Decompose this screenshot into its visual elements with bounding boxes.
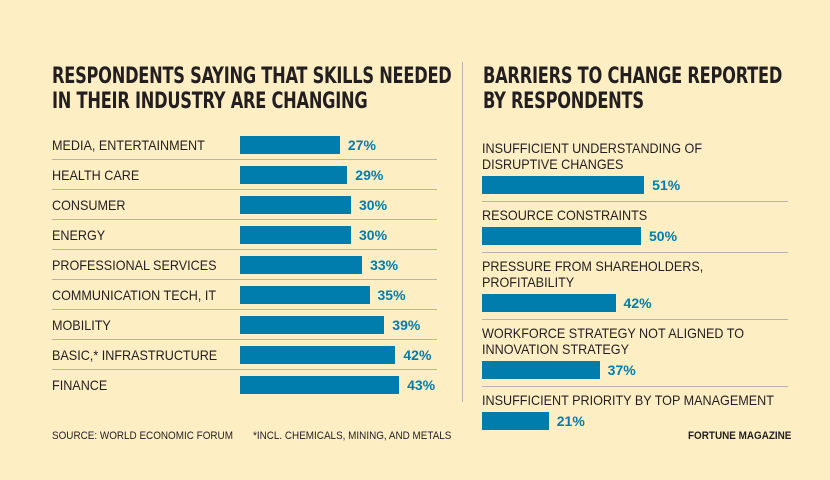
bar-row: HEALTH CARE 29% xyxy=(52,160,437,190)
bar-line: 50% xyxy=(482,227,788,245)
value-label: 42% xyxy=(623,295,652,311)
bar xyxy=(240,165,348,184)
value-label: 39% xyxy=(392,316,421,333)
value-label: 51% xyxy=(652,177,681,193)
bar xyxy=(482,227,641,245)
column-divider xyxy=(462,62,463,402)
bar xyxy=(482,294,616,312)
brand-credit: FORTUNE MAGAZINE xyxy=(688,430,792,442)
bar xyxy=(240,225,351,244)
bar xyxy=(240,285,370,304)
value-label: 42% xyxy=(403,346,432,363)
bar-row: RESOURCE CONSTRAINTS 50% xyxy=(482,202,788,253)
category-label: PROFESSIONAL SERVICES xyxy=(52,256,217,273)
value-label: 29% xyxy=(355,166,384,183)
category-label: RESOURCE CONSTRAINTS xyxy=(482,207,648,223)
bar-row: MEDIA, ENTERTAINMENT 27% xyxy=(52,130,437,160)
bar-row: BASIC,* INFRASTRUCTURE 42% xyxy=(52,340,437,370)
bar xyxy=(240,135,340,154)
industry-skills-chart: MEDIA, ENTERTAINMENT 27% HEALTH CARE 29% CON… xyxy=(52,130,437,400)
category-label: ENERGY xyxy=(52,226,106,243)
category-label: MEDIA, ENTERTAINMENT xyxy=(52,136,205,153)
bar-row: FINANCE 43% xyxy=(52,370,437,400)
category-label: BASIC,* INFRASTRUCTURE xyxy=(52,346,218,363)
bar-row: ENERGY 30% xyxy=(52,220,437,250)
bar xyxy=(240,255,363,274)
bar xyxy=(240,345,396,364)
value-label: 35% xyxy=(377,286,406,303)
value-label: 21% xyxy=(556,413,585,429)
bar-row: CONSUMER 30% xyxy=(52,190,437,220)
category-label: MOBILITY xyxy=(52,316,111,333)
source-note: SOURCE: WORLD ECONOMIC FORUM xyxy=(52,430,233,442)
bar-row: MOBILITY 39% xyxy=(52,310,437,340)
bar xyxy=(482,176,645,194)
bar-line: 42% xyxy=(482,294,788,312)
bar-row: PROFESSIONAL SERVICES 33% xyxy=(52,250,437,280)
category-label: CONSUMER xyxy=(52,196,126,213)
right-chart-title: BARRIERS TO CHANGE REPORTED BY RESPONDEN… xyxy=(483,64,783,114)
bar-row: INSUFFICIENT PRIORITY BY TOP MANAGEMENT 2… xyxy=(482,387,788,437)
bar-line: 37% xyxy=(482,361,788,379)
bar xyxy=(482,361,600,379)
barriers-chart: INSUFFICIENT UNDERSTANDING OF DISRUPTIVE… xyxy=(482,135,788,437)
bar-line: 51% xyxy=(482,176,788,194)
category-label: FINANCE xyxy=(52,377,108,393)
value-label: 30% xyxy=(359,226,388,243)
bar xyxy=(482,412,549,430)
bar-row: COMMUNICATION TECH, IT 35% xyxy=(52,280,437,310)
bar-row: PRESSURE FROM SHAREHOLDERS, PROFITABILIT… xyxy=(482,253,788,320)
value-label: 27% xyxy=(347,136,376,153)
value-label: 30% xyxy=(359,196,388,213)
footnote: *INCL. CHEMICALS, MINING, AND METALS xyxy=(253,430,452,442)
value-label: 37% xyxy=(607,362,636,378)
category-label: COMMUNICATION TECH, IT xyxy=(52,286,217,303)
category-label: WORKFORCE STRATEGY NOT ALIGNED TO INNOVA… xyxy=(482,325,745,357)
category-label: HEALTH CARE xyxy=(52,166,140,183)
category-label: INSUFFICIENT PRIORITY BY TOP MANAGEMENT xyxy=(482,392,774,408)
value-label: 33% xyxy=(370,256,399,273)
bar-row: INSUFFICIENT UNDERSTANDING OF DISRUPTIVE… xyxy=(482,135,788,202)
bar-line: 21% xyxy=(482,412,788,430)
category-label: PRESSURE FROM SHAREHOLDERS, PROFITABILIT… xyxy=(482,258,704,290)
bar xyxy=(240,376,400,394)
left-chart-title: RESPONDENTS SAYING THAT SKILLS NEEDED IN… xyxy=(52,64,452,114)
value-label: 43% xyxy=(407,377,436,393)
value-label: 50% xyxy=(649,228,678,244)
bar xyxy=(240,195,351,214)
category-label: INSUFFICIENT UNDERSTANDING OF DISRUPTIVE… xyxy=(482,140,703,172)
bar-row: WORKFORCE STRATEGY NOT ALIGNED TO INNOVA… xyxy=(482,320,788,387)
bar xyxy=(240,315,385,334)
